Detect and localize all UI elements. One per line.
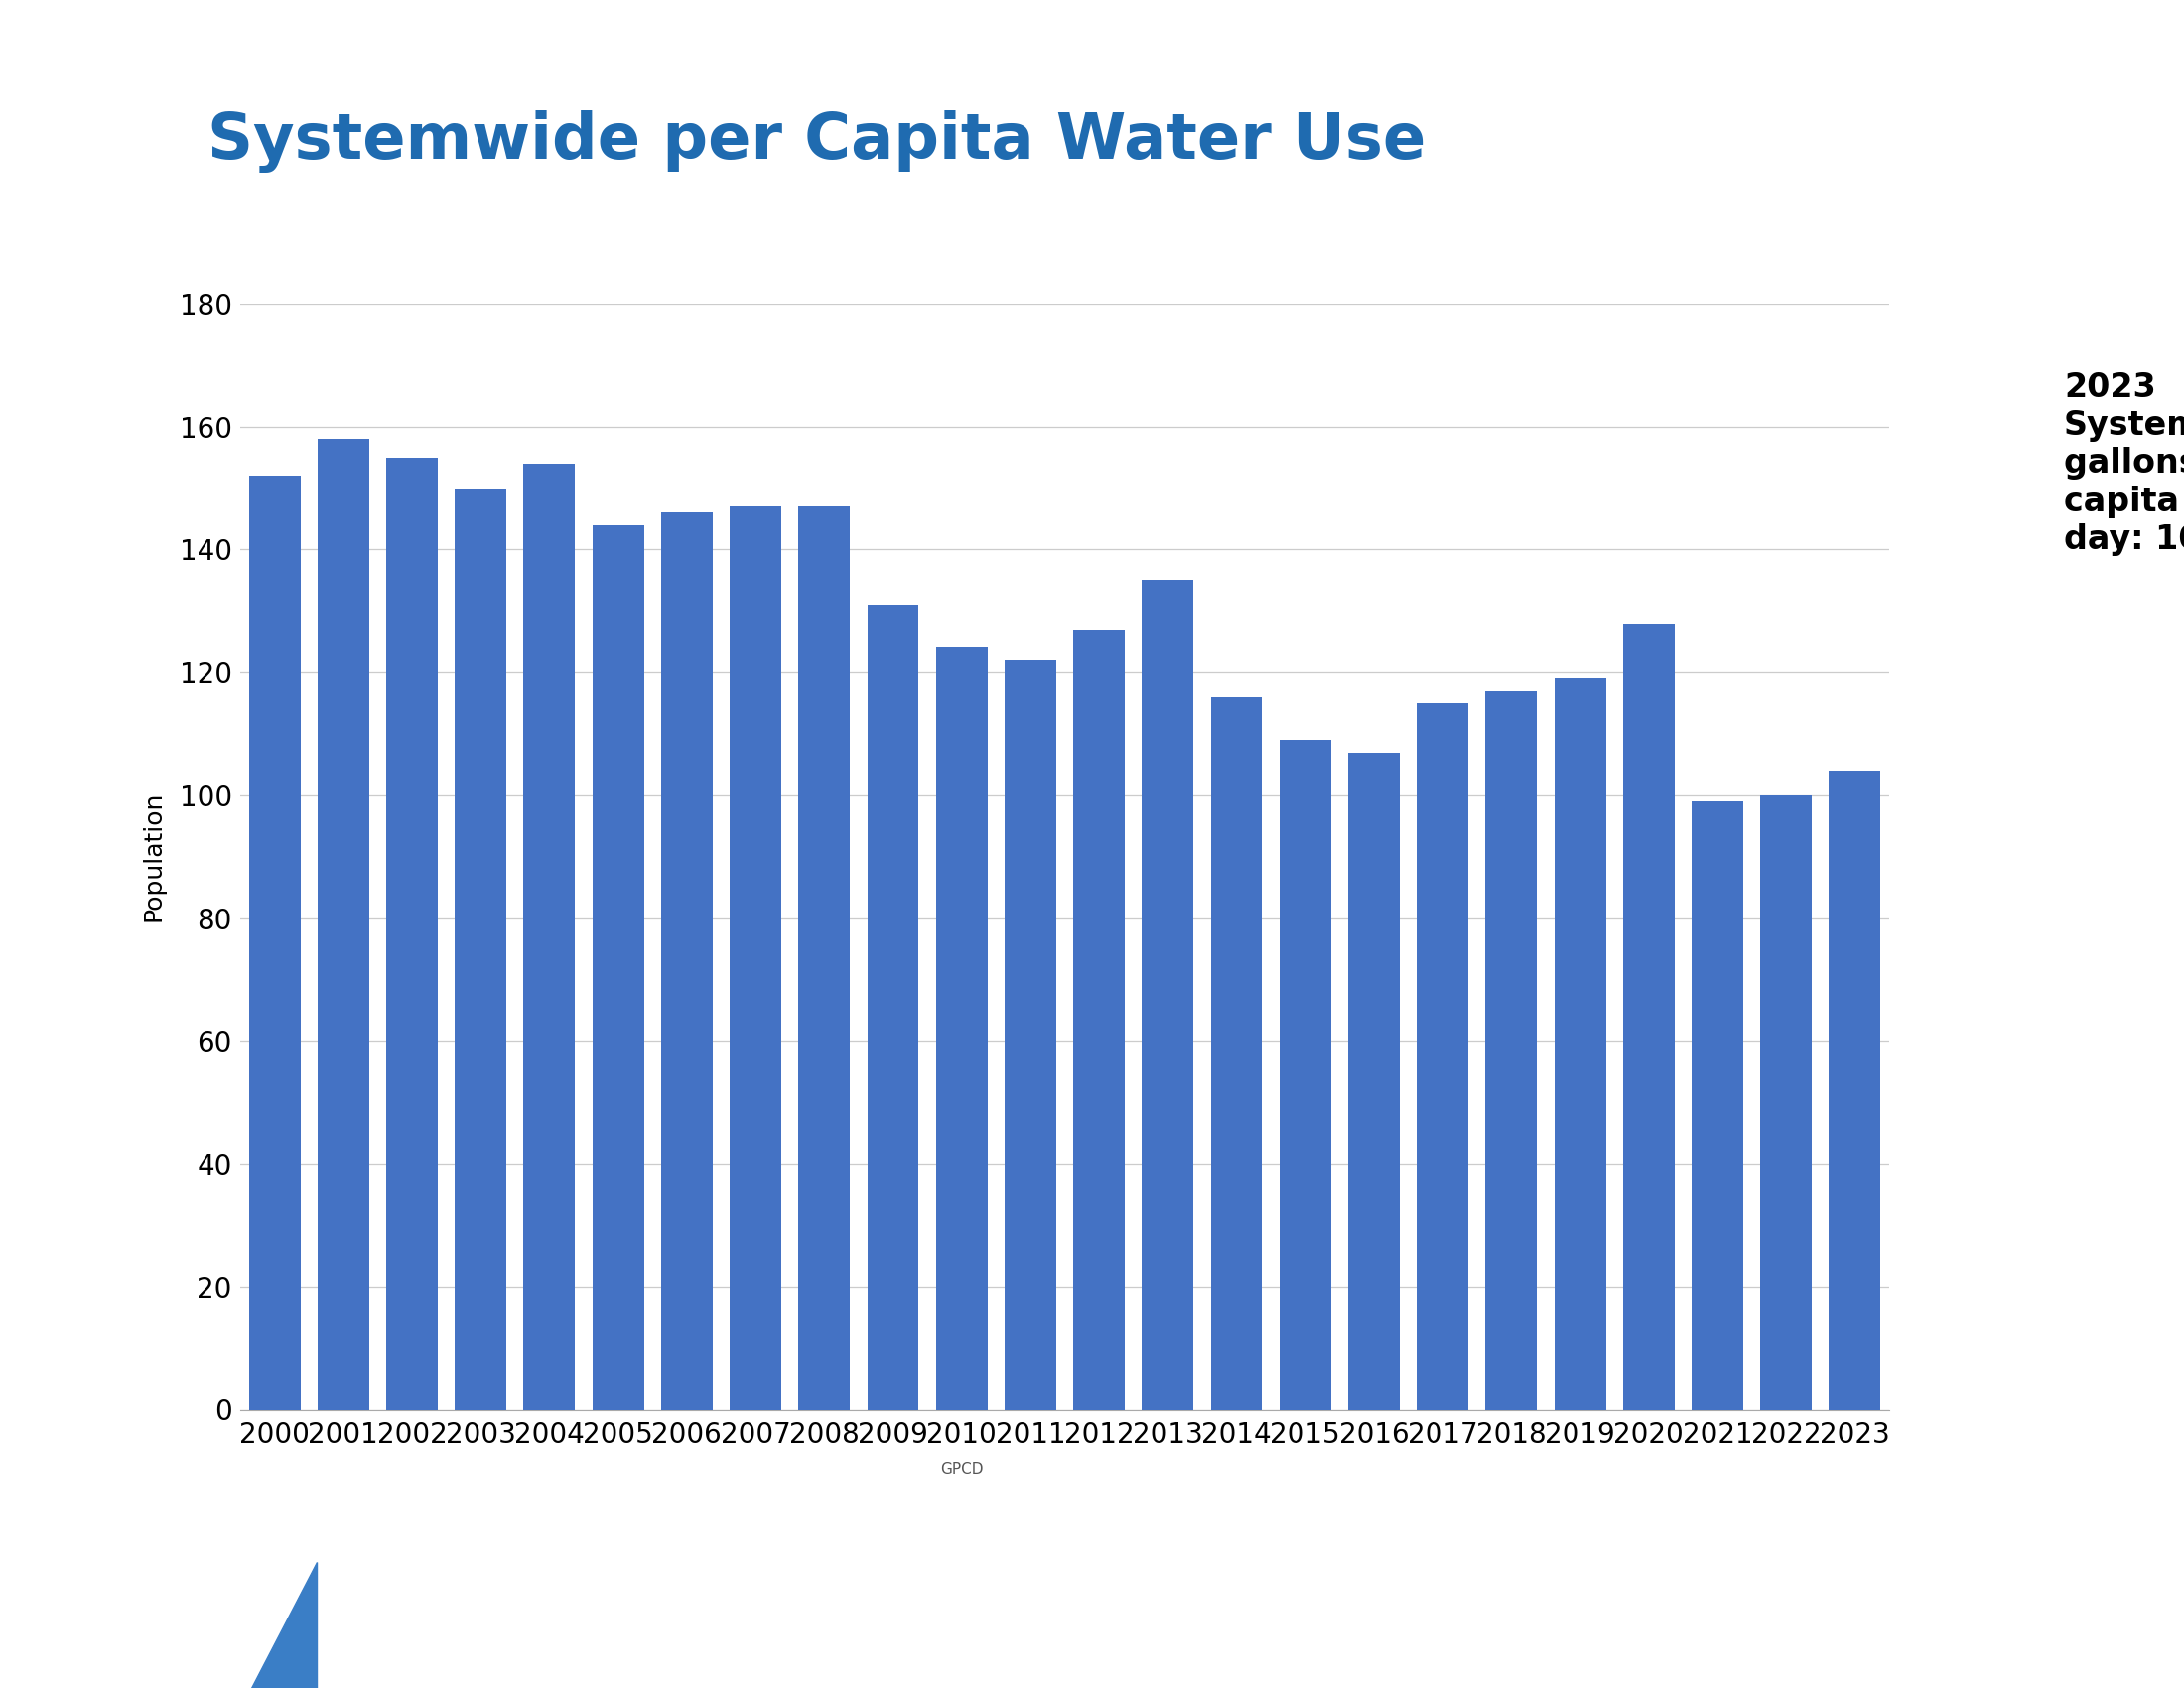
- Bar: [1142, 581, 1192, 1409]
- Bar: [729, 506, 782, 1409]
- Bar: [592, 525, 644, 1409]
- Bar: [937, 648, 987, 1409]
- Bar: [1210, 697, 1262, 1409]
- Bar: [454, 488, 507, 1409]
- Bar: [1485, 690, 1538, 1409]
- Bar: [1828, 771, 1880, 1409]
- Y-axis label: Population: Population: [142, 792, 166, 922]
- Bar: [1348, 753, 1400, 1409]
- Bar: [387, 457, 437, 1409]
- Text: 3: 3: [1077, 1604, 1107, 1647]
- Text: 2023
Systemwide
gallons per
capita per
day: 103: 2023 Systemwide gallons per capita per d…: [2064, 371, 2184, 555]
- Bar: [1280, 739, 1330, 1409]
- Bar: [799, 506, 850, 1409]
- Bar: [1623, 623, 1675, 1409]
- Bar: [1693, 802, 1743, 1409]
- Bar: [1072, 630, 1125, 1409]
- Bar: [867, 604, 919, 1409]
- Bar: [1555, 679, 1605, 1409]
- Text: Systemwide per Capita Water Use: Systemwide per Capita Water Use: [207, 110, 1426, 172]
- Bar: [662, 513, 712, 1409]
- Text: GPCD: GPCD: [939, 1462, 983, 1477]
- Bar: [317, 439, 369, 1409]
- Bar: [1417, 704, 1468, 1409]
- Bar: [249, 476, 301, 1409]
- Bar: [524, 464, 574, 1409]
- Bar: [1760, 795, 1813, 1409]
- Bar: [1005, 660, 1057, 1409]
- Polygon shape: [251, 1561, 317, 1688]
